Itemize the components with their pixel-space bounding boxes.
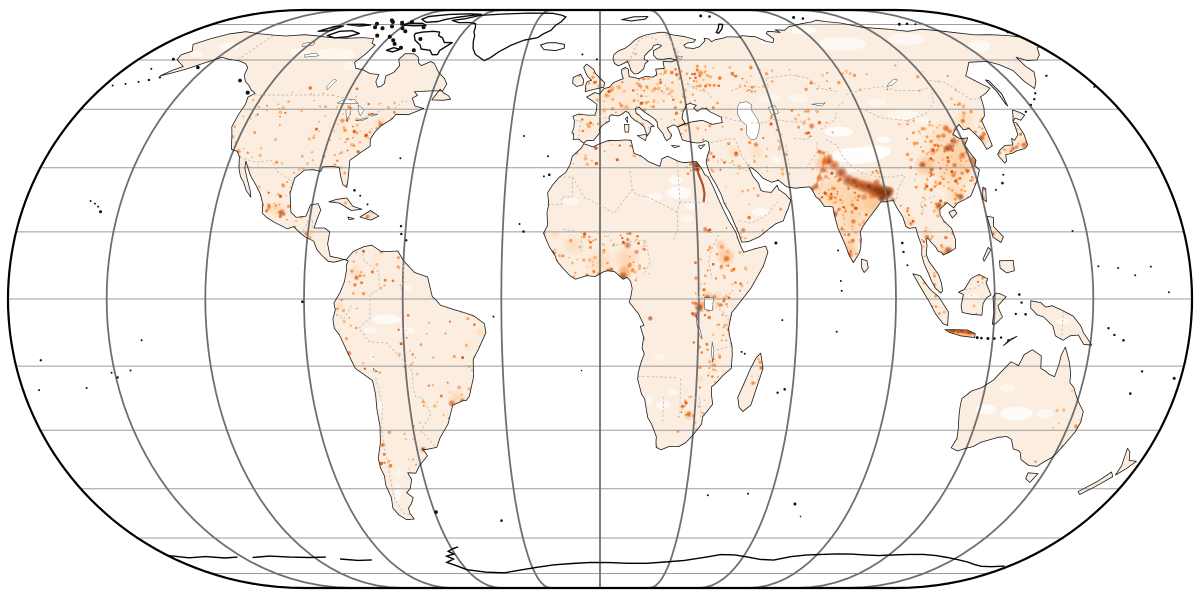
lakes-layer [301,41,898,373]
small-islands-layer [38,14,1176,522]
antarctica-coastline [167,546,1005,574]
graticule [8,10,1192,588]
map-boundary [6,8,1194,590]
map-layers [8,10,1192,588]
country-borders [238,34,1064,516]
coastline-layer [160,12,1137,521]
